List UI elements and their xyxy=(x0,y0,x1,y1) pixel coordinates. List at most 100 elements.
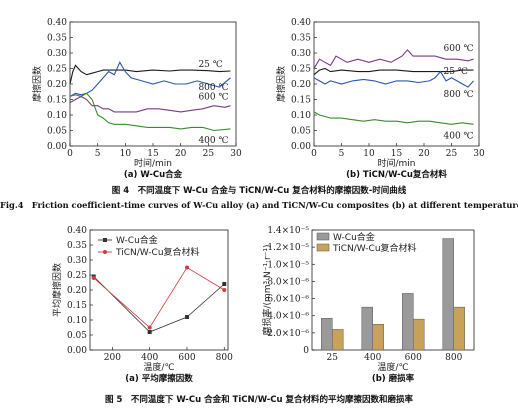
x-tick-label: 30 xyxy=(473,149,485,159)
bar xyxy=(453,306,465,351)
x-tick-label: 800 xyxy=(216,353,233,363)
y-tick-label: 0.25 xyxy=(47,65,67,75)
series-line xyxy=(69,95,231,113)
x-axis-title: 时间/min xyxy=(134,157,172,169)
x-tick-label: 20 xyxy=(175,149,187,159)
y-tick-label: 0.20 xyxy=(67,286,87,296)
figure4-caption-cn: 图 4 不同温度下 W-Cu 合金与 TiCN/W-Cu 复合材料的摩擦因数-时… xyxy=(111,186,407,196)
y-tick-label: 0.15 xyxy=(291,96,311,106)
legend-marker xyxy=(103,250,107,254)
data-point xyxy=(91,276,96,280)
y-tick-label: 0 xyxy=(303,346,309,356)
y-tick-label: 0.30 xyxy=(291,49,311,59)
x-tick-label: 25 xyxy=(203,149,215,159)
y-tick-label: 0.30 xyxy=(47,49,67,59)
y-tick-label: 0.40 xyxy=(67,226,87,236)
series-label: 25 ℃ xyxy=(198,60,222,70)
x-tick-label: 0 xyxy=(67,149,73,159)
series-line xyxy=(69,64,231,85)
data-point xyxy=(222,282,227,286)
y-tick-label: 0.10 xyxy=(291,111,311,121)
y-tick-label: 1.0×10⁻⁵ xyxy=(267,260,309,270)
x-axis-title: 温度/℃ xyxy=(143,361,174,373)
data-point xyxy=(184,265,189,270)
series-label: 800 ℃ xyxy=(444,90,474,100)
subcaption: (b) 磨损率 xyxy=(372,373,415,384)
x-tick-label: 25 xyxy=(446,149,458,159)
x-tick-label: 800 xyxy=(445,353,462,363)
y-tick-label: 0.05 xyxy=(291,127,311,137)
bar xyxy=(361,306,374,351)
y-tick-label: 6.0×10⁻⁶ xyxy=(267,295,309,305)
x-axis-title: 时间/min xyxy=(377,157,415,169)
y-tick-label: 2.0×10⁻⁶ xyxy=(267,329,309,339)
y-tick-label: 1.2×10⁻⁵ xyxy=(267,243,309,253)
y-tick-label: 4.0×10⁻⁶ xyxy=(267,312,309,322)
x-tick-label: 600 xyxy=(178,353,195,363)
series-line xyxy=(313,67,474,76)
legend-marker xyxy=(103,238,107,242)
x-tick-label: 200 xyxy=(104,353,121,363)
bar xyxy=(413,318,425,351)
y-tick-label: 0.25 xyxy=(67,271,87,281)
data-point xyxy=(147,325,152,330)
series-line xyxy=(93,266,225,329)
y-tick-label: 0.05 xyxy=(67,331,87,341)
data-point xyxy=(222,288,227,292)
x-tick-label: 25 xyxy=(327,353,339,363)
x-tick-label: 15 xyxy=(391,149,403,159)
plot-frame xyxy=(311,229,475,351)
y-axis-title: 摩擦因数 xyxy=(31,66,43,102)
series-label: 25 ℃ xyxy=(444,67,468,77)
series-line xyxy=(313,49,474,69)
y-tick-label: 0.10 xyxy=(47,111,67,121)
x-tick-label: 5 xyxy=(339,149,345,159)
figure5-caption: 图 5 不同温度下 W-Cu 合金和 TiCN/W-Cu 复合材料的平均摩擦因数… xyxy=(104,395,413,405)
x-tick-label: 600 xyxy=(405,353,422,363)
y-tick-label: 0.20 xyxy=(291,80,311,90)
data-point xyxy=(184,315,189,319)
bar xyxy=(321,318,333,351)
y-tick-label: 0.15 xyxy=(47,96,67,106)
x-tick-label: 5 xyxy=(95,149,101,159)
y-tick-label: 0.10 xyxy=(67,316,87,326)
y-tick-label: 0.05 xyxy=(47,127,67,137)
y-tick-label: 0.00 xyxy=(67,346,87,356)
legend-swatch xyxy=(316,232,330,241)
y-tick-label: 0.35 xyxy=(291,34,311,44)
series-label: 600 ℃ xyxy=(444,44,474,54)
y-tick-label: 0.20 xyxy=(47,80,67,90)
y-tick-label: 1.4×10⁻⁵ xyxy=(267,226,309,236)
series-line xyxy=(313,70,474,88)
y-axis-title: 摩擦因数 xyxy=(275,66,287,102)
figure4-caption-en: Fig.4 Friction coefficient-time curves o… xyxy=(0,200,518,210)
subcaption: (a) W-Cu合金 xyxy=(124,169,183,180)
y-tick-label: 0.35 xyxy=(67,241,87,251)
bar xyxy=(402,293,414,351)
subcaption: (b) TiCN/W-Cu复合材料 xyxy=(346,169,447,180)
y-axis-title: 平均摩擦因数 xyxy=(51,263,63,317)
x-axis-title: 温度/℃ xyxy=(377,361,408,373)
legend-label: TiCN/W-Cu复合材料 xyxy=(332,242,417,254)
series-line xyxy=(313,111,474,125)
y-tick-label: 0.15 xyxy=(67,301,87,311)
series-line xyxy=(93,276,225,333)
subcaption: (a) 平均摩擦因数 xyxy=(125,373,193,384)
y-tick-label: 8.0×10⁻⁶ xyxy=(267,277,309,287)
data-point xyxy=(147,330,152,334)
y-tick-label: 0.40 xyxy=(47,18,67,28)
y-tick-label: 0.35 xyxy=(47,34,67,44)
x-tick-label: 30 xyxy=(230,149,242,159)
y-tick-label: 0.00 xyxy=(291,142,311,152)
x-tick-label: 10 xyxy=(363,149,375,159)
y-tick-label: 0.25 xyxy=(291,65,311,75)
series-line xyxy=(69,61,231,97)
bar xyxy=(332,329,344,351)
x-tick-label: 20 xyxy=(418,149,430,159)
bar xyxy=(372,324,384,351)
x-tick-label: 15 xyxy=(147,149,159,159)
series-label: 800 ℃ xyxy=(198,83,228,93)
